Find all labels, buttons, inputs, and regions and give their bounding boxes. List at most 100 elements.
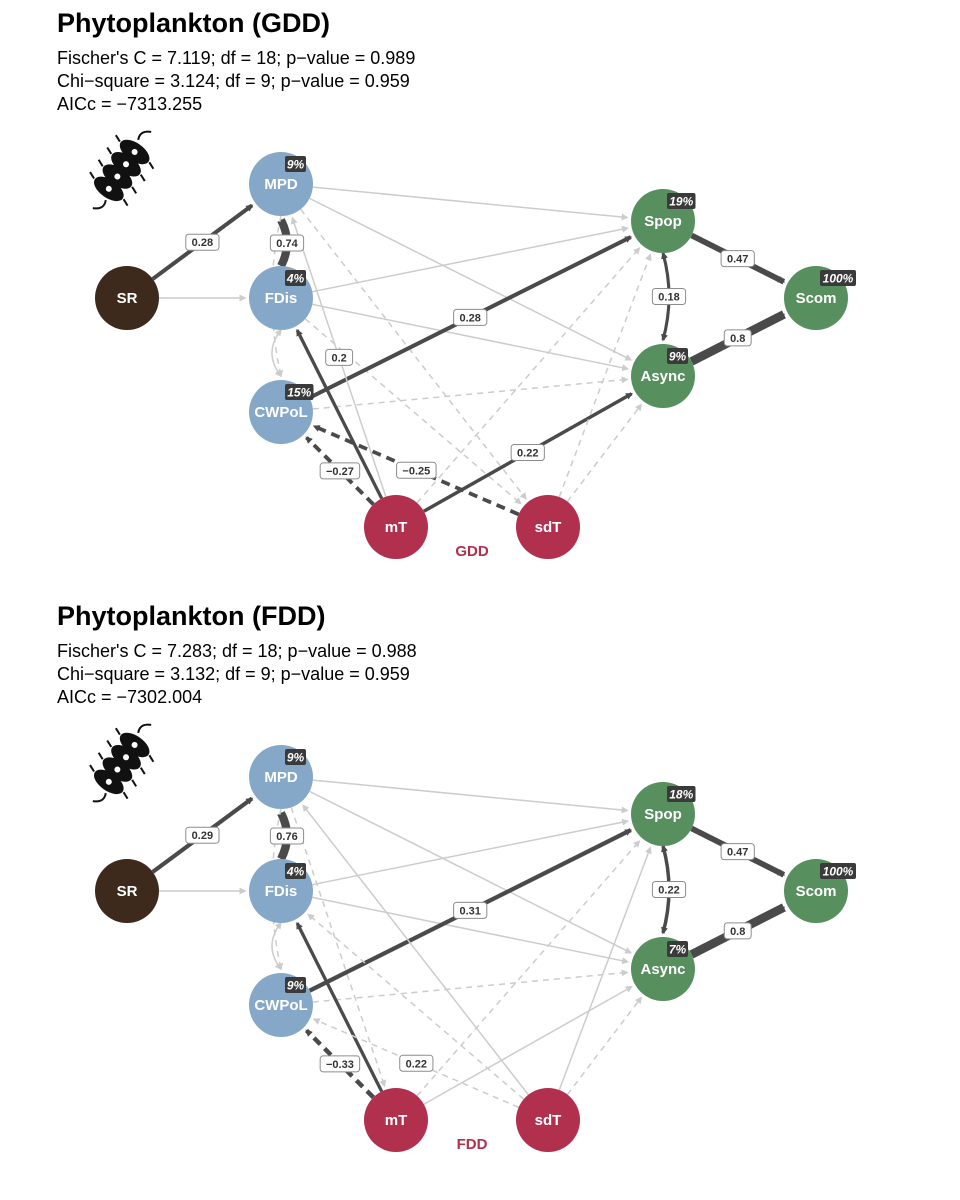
svg-text:100%: 100% <box>823 272 854 286</box>
nodes-layer: SR MPD 9% FDis 4% CWPoL 9% Spop 18% Async 7% Scom 10… <box>95 745 856 1152</box>
svg-text:0.28: 0.28 <box>460 312 481 324</box>
r-squared-badge: 4% <box>285 863 306 879</box>
edge-FDis-CWPoL <box>271 921 282 971</box>
node-label: CWPoL <box>254 404 307 421</box>
node-label: sdT <box>535 519 562 536</box>
node-label: Spop <box>644 806 682 823</box>
svg-text:0.2: 0.2 <box>331 352 346 364</box>
r-squared-badge: 9% <box>285 977 306 993</box>
edge-mT-Async <box>423 986 633 1105</box>
r-squared-badge: 4% <box>285 270 306 286</box>
svg-text:0.47: 0.47 <box>727 847 748 859</box>
r-squared-badge: 7% <box>667 941 688 957</box>
node-scom: Scom 100% <box>784 859 856 923</box>
edge-mT-Spop <box>416 247 641 504</box>
node-label: MPD <box>264 176 298 193</box>
node-cwpol: CWPoL 9% <box>249 973 313 1037</box>
coefficient-label: −0.25 <box>396 461 437 479</box>
svg-text:100%: 100% <box>823 865 854 879</box>
node-label: mT <box>385 519 408 536</box>
edge-labels-layer: 0.29 0.76 0.31 −0.33 0.22 0.47 0.8 0.22 <box>185 826 755 1073</box>
svg-text:9%: 9% <box>287 158 305 172</box>
svg-text:4%: 4% <box>286 272 305 286</box>
coefficient-label: −0.33 <box>319 1055 361 1073</box>
chi-square-stat: Chi−square = 3.132; df = 9; p−value = 0.… <box>57 664 410 684</box>
edge-FDis-CWPoL <box>271 328 282 378</box>
node-spop: Spop 19% <box>631 189 696 253</box>
node-sdt: sdT <box>516 1088 580 1152</box>
edge-MPD-Spop <box>312 779 629 814</box>
svg-text:0.47: 0.47 <box>727 254 748 266</box>
node-scom: Scom 100% <box>784 266 856 330</box>
coefficient-label: 0.2 <box>325 348 354 366</box>
panel-title: Phytoplankton (FDD) <box>57 601 326 631</box>
coefficient-label: 0.28 <box>185 233 220 251</box>
node-label: sdT <box>535 1112 562 1129</box>
dataset-tag: FDD <box>457 1136 488 1153</box>
phytoplankton-chain-icon <box>89 130 155 210</box>
svg-text:0.29: 0.29 <box>192 830 213 842</box>
r-squared-badge: 9% <box>667 348 688 364</box>
chi-square-stat: Chi−square = 3.124; df = 9; p−value = 0.… <box>57 71 410 91</box>
svg-text:0.28: 0.28 <box>192 237 213 249</box>
sem-path-diagram: 0.28 0.74 0.28 0.2 −0.27 0.22 −0.25 0.47 0.8 0.18… <box>89 130 856 560</box>
node-label: Scom <box>796 883 837 900</box>
panel-fdd: Phytoplankton (FDD) Fischer's C = 7.283;… <box>0 593 960 1193</box>
coefficient-label: 0.22 <box>399 1054 434 1072</box>
edge-MPD-mT <box>290 807 387 1088</box>
coefficient-label: 0.74 <box>269 234 305 252</box>
node-cwpol: CWPoL 15% <box>249 380 314 444</box>
nodes-layer: SR MPD 9% FDis 4% CWPoL 15% Spop 19% Async 9% Scom 1… <box>95 152 856 559</box>
node-label: SR <box>117 290 138 307</box>
edge-labels-layer: 0.28 0.74 0.28 0.2 −0.27 0.22 −0.25 0.47 0.8 0.18 <box>185 233 755 480</box>
node-label: Async <box>640 368 685 385</box>
edge-sdT-FDis <box>307 913 525 1100</box>
fischers-c-stat: Fischer's C = 7.283; df = 18; p−value = … <box>57 641 417 661</box>
coefficient-label: 0.47 <box>720 250 755 268</box>
coefficient-label: −0.27 <box>319 462 361 480</box>
svg-text:0.22: 0.22 <box>406 1058 427 1070</box>
node-label: Scom <box>796 290 837 307</box>
node-label: Spop <box>644 213 682 230</box>
r-squared-badge: 9% <box>285 749 306 765</box>
aicc-stat: AICc = −7302.004 <box>57 687 203 707</box>
node-async: Async 7% <box>631 937 695 1001</box>
node-spop: Spop 18% <box>631 782 696 846</box>
coefficient-label: 0.31 <box>453 901 488 919</box>
panel-gdd: Phytoplankton (GDD) Fischer's C = 7.119;… <box>57 8 856 560</box>
edge-CWPoL-Async <box>312 969 629 1003</box>
node-async: Async 9% <box>631 344 695 408</box>
node-fdis: FDis 4% <box>249 859 313 923</box>
svg-text:−0.33: −0.33 <box>326 1059 354 1071</box>
svg-text:0.22: 0.22 <box>658 885 679 897</box>
svg-text:4%: 4% <box>286 865 305 879</box>
node-label: CWPoL <box>254 997 307 1014</box>
edge-sdT-Spop <box>558 846 652 1091</box>
node-label: Async <box>640 961 685 978</box>
svg-text:7%: 7% <box>669 943 687 957</box>
coefficient-label: 0.22 <box>651 881 687 898</box>
svg-text:0.76: 0.76 <box>276 831 297 843</box>
coefficient-label: 0.28 <box>453 308 488 326</box>
node-sr: SR <box>95 859 159 923</box>
edge-sdT-Async <box>566 403 643 502</box>
edge-CWPoL-Async <box>312 376 629 410</box>
coefficient-label: 0.29 <box>185 826 220 844</box>
node-label: MPD <box>264 769 298 786</box>
edge-FDis-Async <box>312 896 630 965</box>
edge-mT-FDis <box>295 921 384 1093</box>
svg-text:−0.27: −0.27 <box>326 466 354 478</box>
svg-text:9%: 9% <box>287 979 305 993</box>
panel-title: Phytoplankton (GDD) <box>57 8 330 38</box>
svg-text:9%: 9% <box>287 751 305 765</box>
svg-text:9%: 9% <box>669 350 687 364</box>
node-label: FDis <box>265 883 298 900</box>
coefficient-label: 0.8 <box>723 329 752 347</box>
svg-text:0.8: 0.8 <box>730 926 745 938</box>
edge-mT-Spop <box>416 840 641 1097</box>
edge-MPD-Async <box>309 197 633 361</box>
r-squared-badge: 18% <box>667 786 696 802</box>
r-squared-badge: 15% <box>285 384 314 400</box>
node-mt: mT <box>364 1088 428 1152</box>
node-label: mT <box>385 1112 408 1129</box>
